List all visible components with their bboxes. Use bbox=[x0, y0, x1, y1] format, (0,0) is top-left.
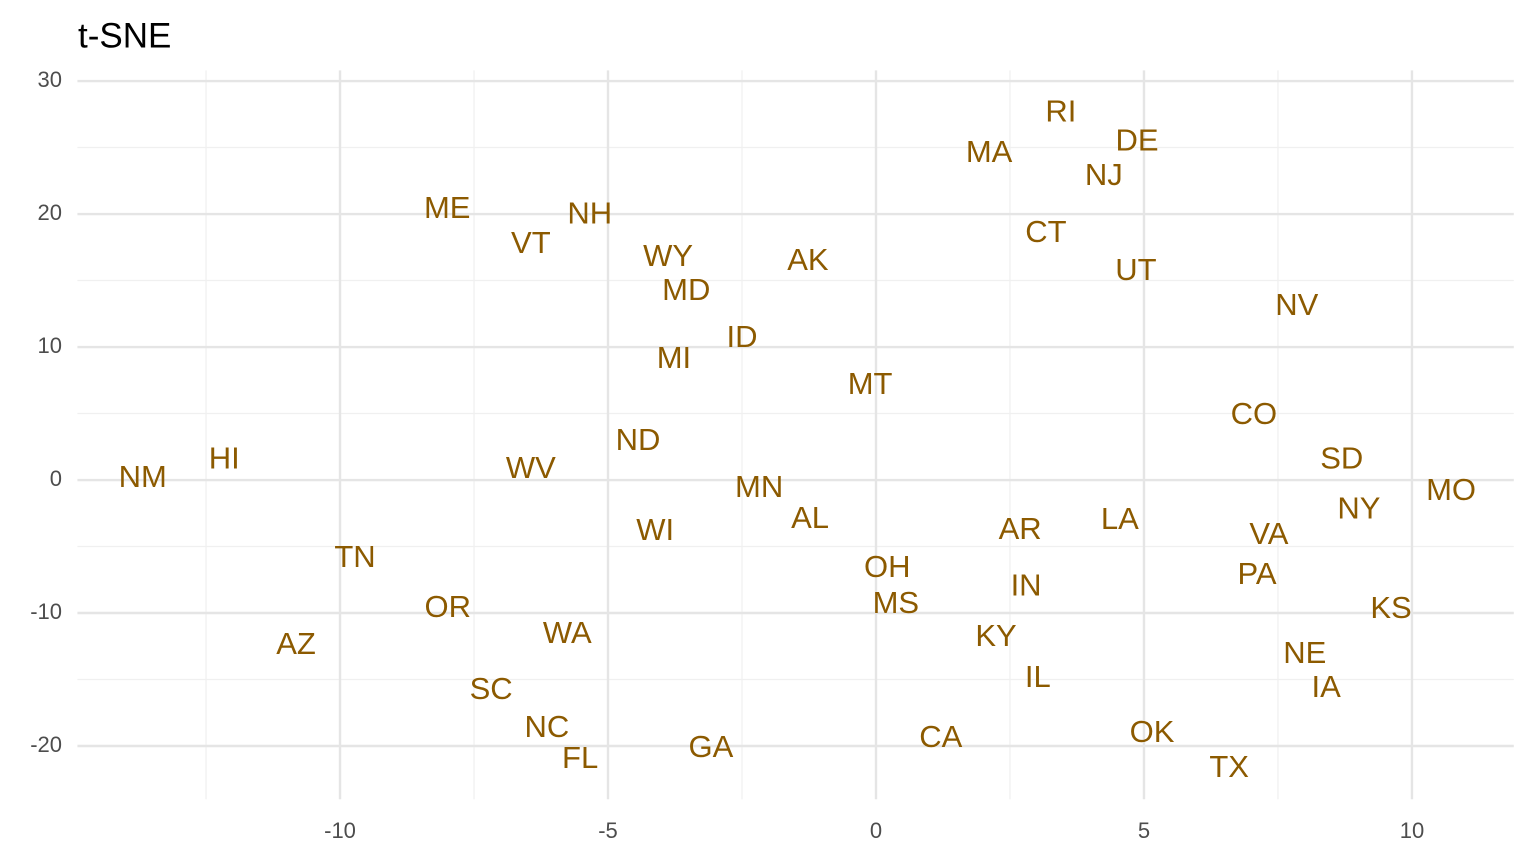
y-tick-label: 30 bbox=[38, 67, 62, 92]
point-label: VA bbox=[1249, 516, 1288, 551]
point-label: OK bbox=[1130, 714, 1175, 749]
point-label: TX bbox=[1209, 749, 1249, 784]
point-label: PA bbox=[1238, 556, 1277, 591]
point-label: IN bbox=[1011, 567, 1042, 602]
point-label: KS bbox=[1370, 590, 1411, 625]
point-label: CO bbox=[1231, 396, 1278, 431]
x-tick-label: 5 bbox=[1138, 818, 1150, 843]
point-label: MT bbox=[848, 366, 893, 401]
y-tick-label: -10 bbox=[30, 599, 62, 624]
point-label: WI bbox=[636, 512, 674, 547]
point-label: ID bbox=[727, 319, 758, 354]
point-label: UT bbox=[1115, 252, 1156, 287]
point-label: LA bbox=[1101, 501, 1139, 536]
chart-title: t-SNE bbox=[78, 16, 171, 55]
point-label: TN bbox=[334, 539, 375, 574]
point-label: AK bbox=[787, 242, 829, 277]
y-tick-label: 20 bbox=[38, 200, 62, 225]
x-tick-label: -5 bbox=[598, 818, 618, 843]
point-label: MS bbox=[873, 585, 920, 620]
point-label: AZ bbox=[276, 626, 316, 661]
point-label: SD bbox=[1320, 440, 1363, 475]
point-label: GA bbox=[689, 729, 734, 764]
y-tick-label: 10 bbox=[38, 333, 62, 358]
point-label: NE bbox=[1283, 635, 1326, 670]
point-label: OR bbox=[425, 589, 472, 624]
point-label: IL bbox=[1025, 659, 1051, 694]
point-label: NM bbox=[119, 459, 167, 494]
point-label: HI bbox=[209, 440, 240, 475]
point-label: FL bbox=[562, 740, 598, 775]
point-label: MD bbox=[662, 272, 710, 307]
point-label: CA bbox=[919, 719, 962, 754]
point-label: MA bbox=[966, 134, 1013, 169]
x-tick-label: -10 bbox=[324, 818, 356, 843]
point-label: SC bbox=[470, 671, 513, 706]
point-label: NV bbox=[1275, 287, 1318, 322]
point-label: WA bbox=[543, 615, 592, 650]
point-label: MI bbox=[657, 340, 691, 375]
point-label: IA bbox=[1312, 669, 1342, 704]
point-label: AR bbox=[999, 511, 1042, 546]
point-label: OH bbox=[864, 549, 911, 584]
grid bbox=[77, 70, 1514, 800]
x-tick-label: 0 bbox=[870, 818, 882, 843]
point-label: RI bbox=[1045, 93, 1076, 128]
point-label: AL bbox=[791, 500, 829, 535]
point-label: KY bbox=[975, 618, 1016, 653]
x-tick-label: 10 bbox=[1400, 818, 1424, 843]
point-label: NY bbox=[1337, 490, 1380, 525]
point-label: NC bbox=[525, 709, 570, 744]
point-label: DE bbox=[1115, 122, 1158, 157]
point-label: NH bbox=[567, 195, 612, 230]
y-tick-label: 0 bbox=[50, 466, 62, 491]
point-label: WV bbox=[506, 450, 556, 485]
point-label: WY bbox=[643, 238, 693, 273]
point-label: ND bbox=[616, 422, 661, 457]
point-label: VT bbox=[511, 225, 551, 260]
point-label: CT bbox=[1025, 214, 1066, 249]
y-tick-label: -20 bbox=[30, 732, 62, 757]
point-label: ME bbox=[424, 190, 471, 225]
point-label: NJ bbox=[1085, 157, 1123, 192]
point-label: MN bbox=[735, 469, 783, 504]
point-label: MO bbox=[1426, 472, 1476, 507]
